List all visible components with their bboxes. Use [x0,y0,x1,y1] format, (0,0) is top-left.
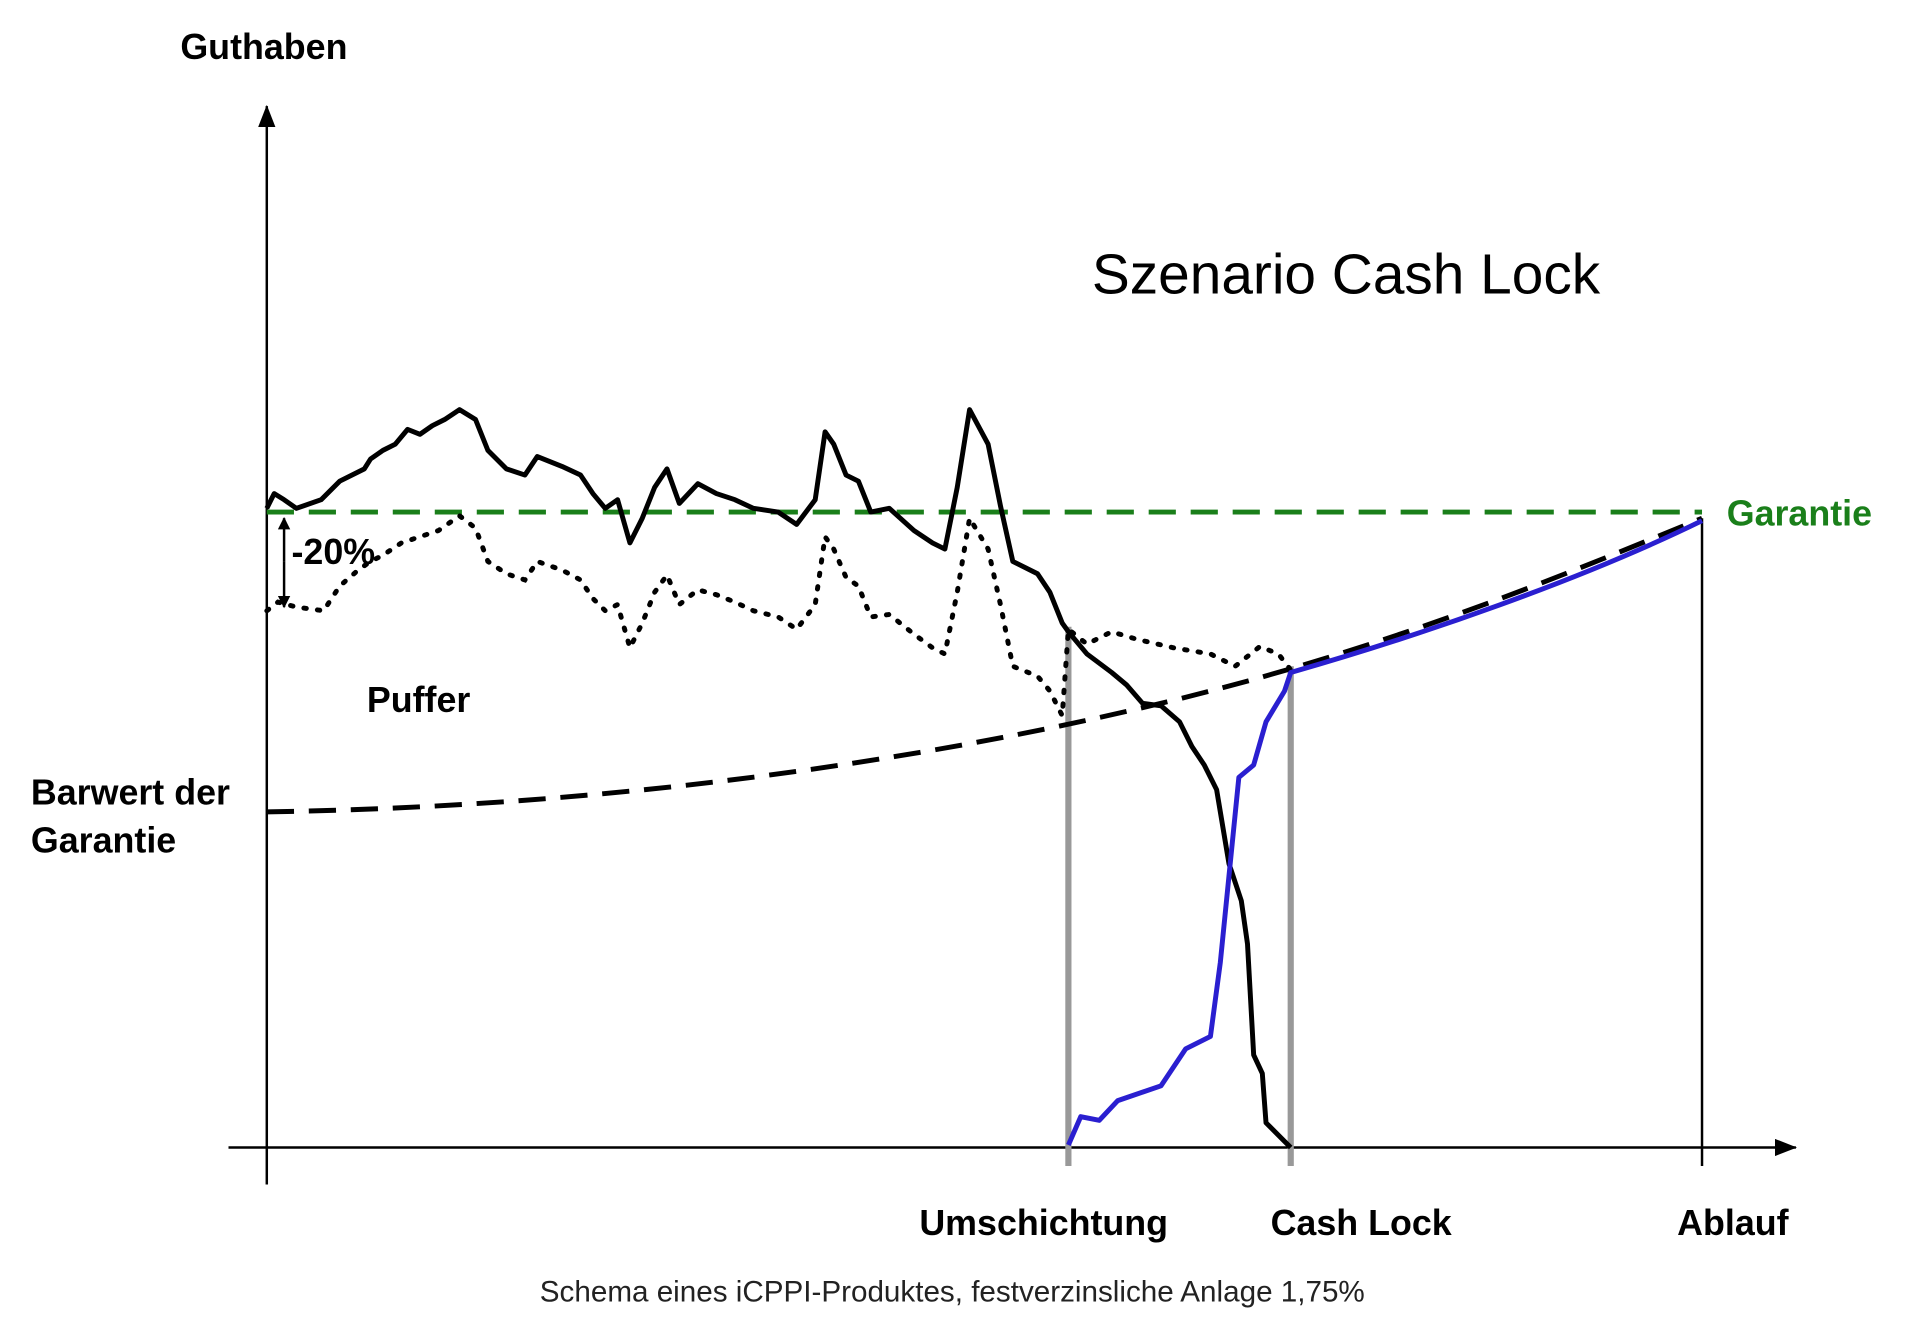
guarantee-label: Garantie [1727,494,1872,534]
present-value-label: Barwert der [31,772,230,812]
present-value-label: Garantie [31,821,176,861]
title: Szenario Cash Lock [1092,244,1601,307]
marker-label: Ablauf [1677,1203,1788,1243]
y-axis-label: Guthaben [180,27,347,67]
caption: Schema eines iCPPI-Produktes, festverzin… [540,1276,1365,1309]
portfolio-path [264,407,1293,1150]
marker-label: Umschichtung [919,1203,1168,1243]
marker-label: Cash Lock [1271,1203,1452,1243]
present-value-curve [266,515,1703,815]
dotted-path [264,511,1294,725]
drawdown-label: -20% [291,532,375,572]
bond-path [1066,518,1704,1147]
buffer-label: Puffer [367,680,471,720]
